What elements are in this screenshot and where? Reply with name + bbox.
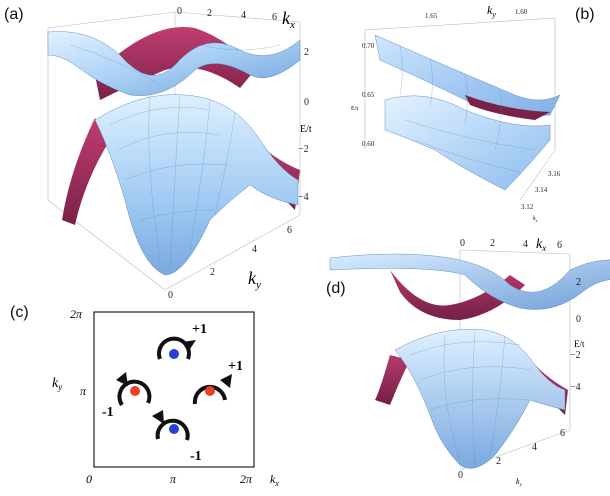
svg-text:2: 2 [576,277,581,288]
ky-ticks-a: 0 2 4 6 [168,225,292,301]
kx-axis-label-d: kx [536,237,546,253]
svg-text:6: 6 [560,428,565,439]
panel-a: (a) [0,0,320,301]
band-underside-b [465,95,550,120]
lower-band-surface-a [94,94,299,276]
charge-dot [169,349,179,359]
svg-text:3.12: 3.12 [521,203,534,211]
kx-ticks-d: 0 2 4 6 [460,238,562,251]
panel-d: (d) 0 [320,230,610,491]
x-tick-0: 0 [86,472,92,486]
kx-ticks-b: 3.16 3.14 3.12 [521,170,561,211]
svg-text:1.65: 1.65 [425,12,438,20]
svg-text:2: 2 [207,8,212,19]
charge-dot [169,424,179,434]
x-tick-pi: π [170,472,177,486]
ky-axis-label-a: ky [248,268,261,291]
band-zoom-surface-plot-b: ky 1.65 1.60 0.70 0.65 0.60 E/t 3.16 3.1… [351,3,561,223]
y-tick-2pi: 2π [70,307,83,321]
ky-axis-label-b: ky [487,3,496,19]
energy-axis-label-a: E/t [300,124,312,135]
energy-axis-label-d: E/t [574,339,585,349]
lower-band-surface-d [394,329,566,469]
energy-ticks-b: 0.70 0.65 0.60 [362,42,375,148]
svg-text:2: 2 [304,47,309,58]
svg-text:4: 4 [532,442,537,453]
dirac-point-right: +1 [192,359,243,405]
band-surface-plot-a: 0 2 4 6 kx 2 0 −2 −4 E/t 0 2 4 6 ky [47,6,312,301]
svg-text:3.14: 3.14 [535,186,548,194]
upper-band-surface-b [374,34,561,116]
ky-ticks-d: 0 2 4 6 [458,428,565,481]
lower-band-underside-a [62,118,110,225]
upper-band-surface-a [47,31,301,96]
arrow-head-icon [182,340,196,352]
svg-text:6: 6 [272,12,277,23]
ky-ticks-b: 1.65 1.60 [425,8,528,20]
upper-band-surface-d [329,253,610,310]
chirality-label: -1 [102,405,114,420]
svg-text:2: 2 [490,238,495,249]
kx-axis-label-a: kx [282,8,295,31]
panel-label-d: (d) [326,280,346,297]
energy-axis-label-b: E/t [351,106,358,112]
chirality-label: +1 [192,322,207,337]
svg-text:4: 4 [252,244,257,255]
svg-text:−2: −2 [570,350,581,361]
chirality-label: +1 [228,359,243,374]
x-tick-2pi: 2π [240,472,253,486]
panel-label-a: (a) [4,6,24,23]
svg-text:0: 0 [177,6,182,17]
arrow-head-icon [220,374,232,388]
chirality-diagram-c: 2π π ky 0 π 2π kx +1 -1 +1 [52,307,279,488]
svg-text:0: 0 [168,290,173,300]
energy-ticks-d: 2 0 −2 −4 [570,277,581,393]
svg-text:6: 6 [287,225,292,236]
svg-text:1.60: 1.60 [515,8,528,16]
svg-text:2: 2 [496,456,501,467]
arrow-head-icon [116,372,128,386]
svg-text:3.16: 3.16 [548,170,561,178]
y-axis-label-c: ky [52,376,62,392]
ky-axis-label-d: ky [516,477,523,488]
svg-text:0.65: 0.65 [362,91,375,99]
svg-text:0: 0 [458,470,463,481]
panel-c: (c) 2π π ky 0 π 2π kx +1 -1 +1 [0,300,320,491]
svg-text:0.70: 0.70 [362,42,375,50]
svg-text:2: 2 [210,267,215,278]
svg-text:0: 0 [460,238,465,249]
charge-dot [205,386,215,396]
x-axis-label-c: kx [270,472,279,488]
svg-text:0: 0 [304,97,309,108]
band-surface-plot-d: 0 2 4 6 kx 2 0 −2 −4 E/t 0 2 4 6 ky [329,237,610,488]
lower-band-surface-b [384,95,551,191]
panel-b: (b) ky 1.65 1.60 0.70 [345,0,610,230]
energy-ticks-a: 2 0 −2 −4 [298,47,309,203]
svg-text:4: 4 [523,239,528,250]
svg-text:0.60: 0.60 [362,140,375,148]
panel-label-b: (b) [575,6,595,23]
kx-axis-label-b: kx [533,216,538,223]
kx-ticks-a: 0 2 4 6 [177,6,277,23]
svg-text:6: 6 [557,240,562,251]
brillouin-zone-box [93,311,255,468]
dirac-point-bottom: -1 [152,410,202,464]
charge-dot [130,386,140,396]
svg-text:−2: −2 [298,144,309,155]
dirac-point-top: +1 [157,322,207,360]
chirality-label: -1 [190,449,202,464]
dirac-point-left: -1 [102,372,152,420]
y-tick-pi: π [80,384,87,398]
panel-label-c: (c) [10,304,29,321]
arrow-head-icon [152,410,164,424]
svg-text:−4: −4 [570,382,581,393]
svg-text:0: 0 [576,314,581,325]
lower-band-underside-d [375,355,410,405]
upper-band-underside-d [390,270,525,320]
svg-text:4: 4 [241,10,246,21]
svg-text:−4: −4 [298,192,309,203]
